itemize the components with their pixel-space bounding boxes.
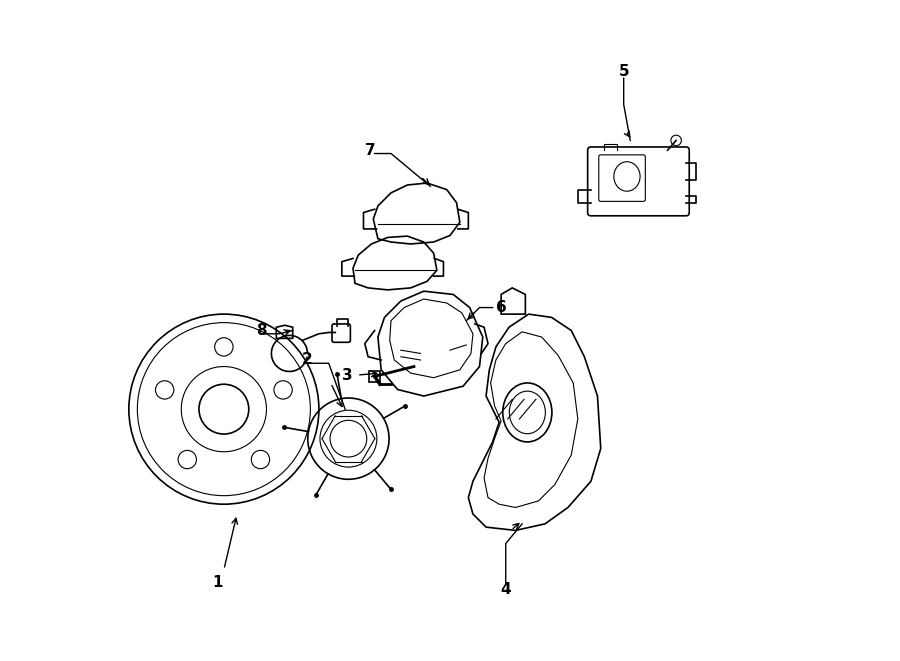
Text: 5: 5	[618, 64, 629, 79]
Polygon shape	[369, 371, 380, 381]
Text: 8: 8	[256, 323, 267, 338]
Text: 2: 2	[302, 352, 312, 368]
Text: 1: 1	[212, 575, 222, 590]
Text: 4: 4	[500, 582, 511, 597]
Text: 6: 6	[496, 300, 507, 315]
Text: 3: 3	[342, 368, 353, 383]
Text: 7: 7	[364, 143, 375, 158]
